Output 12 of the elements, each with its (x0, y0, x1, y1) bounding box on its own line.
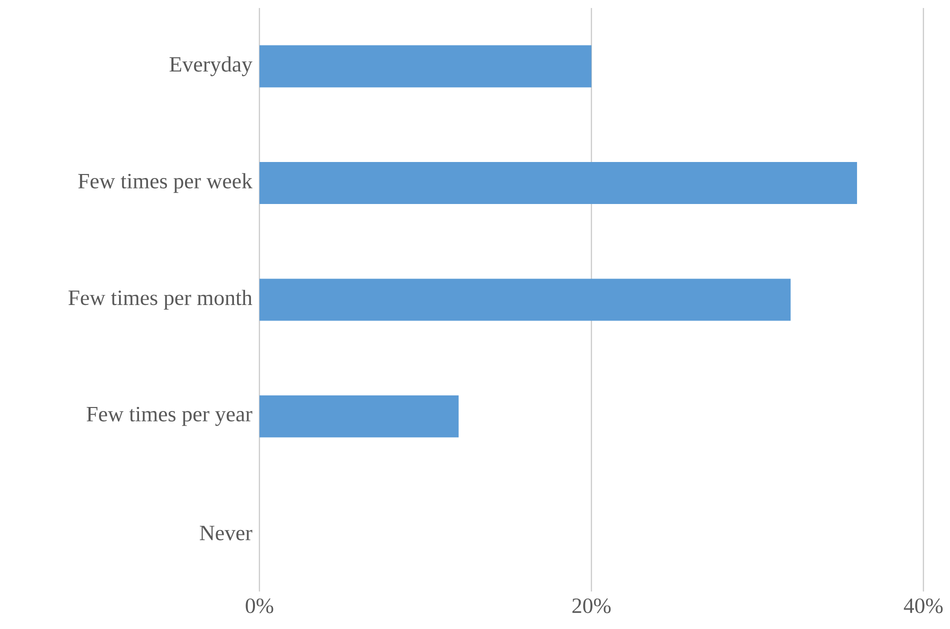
x-tick-label: 0% (246, 598, 274, 614)
bar (259, 278, 791, 321)
y-tick-label: Few times per week (78, 173, 252, 193)
y-tick-label: Everyday (170, 56, 252, 76)
bar (259, 395, 459, 438)
x-tick-label: 20% (572, 598, 611, 614)
x-tick-label: 40% (904, 598, 943, 614)
y-tick-label: Few times per year (86, 406, 252, 426)
y-tick-label: Never (200, 526, 252, 540)
bar (259, 45, 592, 88)
bar (259, 162, 858, 204)
y-tick-label: Few times per month (68, 290, 252, 310)
